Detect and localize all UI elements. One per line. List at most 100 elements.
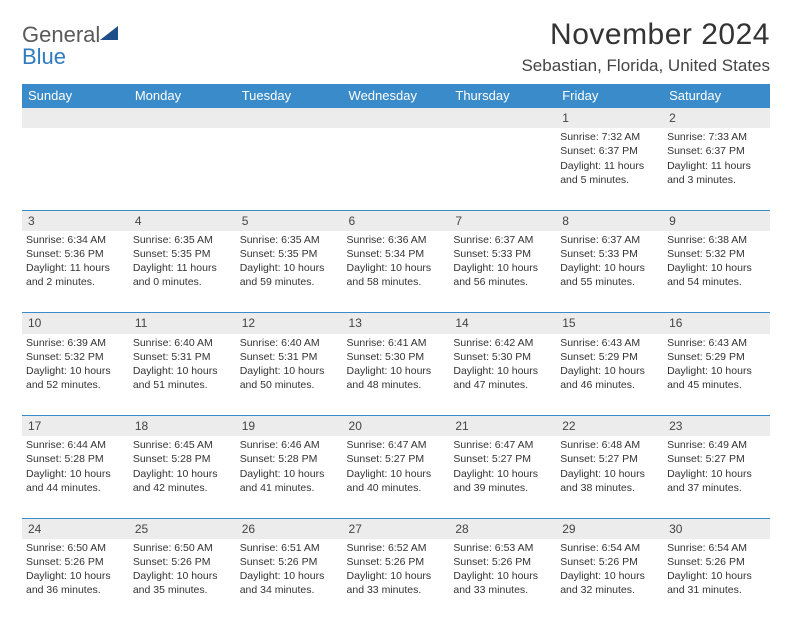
day-number: 17 [22,416,129,437]
sunset-text: Sunset: 5:31 PM [133,350,232,364]
daylight-text-2: and 56 minutes. [453,275,552,289]
header: General Blue November 2024 Sebastian, Fl… [22,18,770,76]
sunset-text: Sunset: 5:36 PM [26,247,125,261]
sunrise-text: Sunrise: 6:52 AM [347,541,446,555]
sunrise-text: Sunrise: 6:42 AM [453,336,552,350]
week-row: Sunrise: 7:32 AMSunset: 6:37 PMDaylight:… [22,128,770,210]
daylight-text-2: and 0 minutes. [133,275,232,289]
day-number: 3 [22,210,129,231]
day-cell: Sunrise: 6:45 AMSunset: 5:28 PMDaylight:… [129,436,236,518]
sunrise-text: Sunrise: 7:32 AM [560,130,659,144]
daylight-text-1: Daylight: 10 hours [133,364,232,378]
day-cell: Sunrise: 6:40 AMSunset: 5:31 PMDaylight:… [129,334,236,416]
daylight-text-1: Daylight: 10 hours [133,467,232,481]
daylight-text-2: and 33 minutes. [453,583,552,597]
sunset-text: Sunset: 5:27 PM [667,452,766,466]
day-cell: Sunrise: 7:32 AMSunset: 6:37 PMDaylight:… [556,128,663,210]
day-cell: Sunrise: 6:35 AMSunset: 5:35 PMDaylight:… [236,231,343,313]
logo-text-line1: General [22,24,100,46]
sunrise-text: Sunrise: 6:54 AM [667,541,766,555]
daylight-text-1: Daylight: 11 hours [133,261,232,275]
sunrise-text: Sunrise: 6:51 AM [240,541,339,555]
daylight-text-2: and 45 minutes. [667,378,766,392]
day-number: 2 [663,108,770,129]
day-number: 19 [236,416,343,437]
sunrise-text: Sunrise: 6:54 AM [560,541,659,555]
sunset-text: Sunset: 5:31 PM [240,350,339,364]
daylight-text-1: Daylight: 10 hours [240,467,339,481]
day-header: Thursday [449,84,556,108]
sunrise-text: Sunrise: 6:40 AM [133,336,232,350]
sunrise-text: Sunrise: 6:40 AM [240,336,339,350]
sunrise-text: Sunrise: 6:47 AM [453,438,552,452]
daylight-text-1: Daylight: 10 hours [667,569,766,583]
daylight-text-1: Daylight: 10 hours [453,261,552,275]
daylight-text-1: Daylight: 10 hours [240,569,339,583]
daynum-row: 24252627282930 [22,518,770,539]
sunrise-text: Sunrise: 6:53 AM [453,541,552,555]
sunset-text: Sunset: 5:26 PM [560,555,659,569]
daylight-text-2: and 38 minutes. [560,481,659,495]
sunrise-text: Sunrise: 6:49 AM [667,438,766,452]
sunset-text: Sunset: 6:37 PM [667,144,766,158]
daylight-text-1: Daylight: 10 hours [560,569,659,583]
day-cell: Sunrise: 6:47 AMSunset: 5:27 PMDaylight:… [449,436,556,518]
daylight-text-2: and 32 minutes. [560,583,659,597]
sunset-text: Sunset: 5:27 PM [347,452,446,466]
sunset-text: Sunset: 5:26 PM [26,555,125,569]
day-cell: Sunrise: 6:42 AMSunset: 5:30 PMDaylight:… [449,334,556,416]
sunset-text: Sunset: 5:34 PM [347,247,446,261]
daylight-text-2: and 39 minutes. [453,481,552,495]
day-number: 8 [556,210,663,231]
day-cell: Sunrise: 6:44 AMSunset: 5:28 PMDaylight:… [22,436,129,518]
daylight-text-2: and 37 minutes. [667,481,766,495]
sunrise-text: Sunrise: 6:45 AM [133,438,232,452]
day-cell: Sunrise: 6:35 AMSunset: 5:35 PMDaylight:… [129,231,236,313]
day-number: 6 [343,210,450,231]
daylight-text-2: and 34 minutes. [240,583,339,597]
day-cell: Sunrise: 6:51 AMSunset: 5:26 PMDaylight:… [236,539,343,621]
sunset-text: Sunset: 5:30 PM [347,350,446,364]
daylight-text-2: and 59 minutes. [240,275,339,289]
day-cell: Sunrise: 6:34 AMSunset: 5:36 PMDaylight:… [22,231,129,313]
daylight-text-2: and 2 minutes. [26,275,125,289]
daylight-text-2: and 48 minutes. [347,378,446,392]
sunset-text: Sunset: 5:29 PM [560,350,659,364]
day-cell: Sunrise: 6:40 AMSunset: 5:31 PMDaylight:… [236,334,343,416]
sunrise-text: Sunrise: 6:37 AM [453,233,552,247]
sunset-text: Sunset: 5:26 PM [453,555,552,569]
day-number: 4 [129,210,236,231]
daylight-text-2: and 31 minutes. [667,583,766,597]
day-number [343,108,450,129]
day-cell: Sunrise: 6:38 AMSunset: 5:32 PMDaylight:… [663,231,770,313]
daylight-text-1: Daylight: 10 hours [453,467,552,481]
day-number: 7 [449,210,556,231]
day-cell: Sunrise: 6:43 AMSunset: 5:29 PMDaylight:… [556,334,663,416]
week-row: Sunrise: 6:44 AMSunset: 5:28 PMDaylight:… [22,436,770,518]
sunrise-text: Sunrise: 6:39 AM [26,336,125,350]
sunrise-text: Sunrise: 7:33 AM [667,130,766,144]
daylight-text-1: Daylight: 10 hours [133,569,232,583]
day-number [22,108,129,129]
day-number: 22 [556,416,663,437]
day-cell: Sunrise: 6:47 AMSunset: 5:27 PMDaylight:… [343,436,450,518]
daylight-text-1: Daylight: 10 hours [347,261,446,275]
day-cell: Sunrise: 6:39 AMSunset: 5:32 PMDaylight:… [22,334,129,416]
sunrise-text: Sunrise: 6:35 AM [133,233,232,247]
logo-text-line2: Blue [22,46,100,68]
sunrise-text: Sunrise: 6:35 AM [240,233,339,247]
sunset-text: Sunset: 5:28 PM [133,452,232,466]
sunset-text: Sunset: 5:27 PM [453,452,552,466]
day-cell: Sunrise: 6:52 AMSunset: 5:26 PMDaylight:… [343,539,450,621]
day-cell: Sunrise: 6:37 AMSunset: 5:33 PMDaylight:… [556,231,663,313]
sunset-text: Sunset: 5:35 PM [240,247,339,261]
daylight-text-1: Daylight: 10 hours [347,364,446,378]
month-title: November 2024 [521,18,770,52]
daylight-text-2: and 58 minutes. [347,275,446,289]
sunrise-text: Sunrise: 6:43 AM [667,336,766,350]
day-number [236,108,343,129]
daylight-text-2: and 46 minutes. [560,378,659,392]
day-number: 11 [129,313,236,334]
daynum-row: 17181920212223 [22,416,770,437]
day-number: 14 [449,313,556,334]
